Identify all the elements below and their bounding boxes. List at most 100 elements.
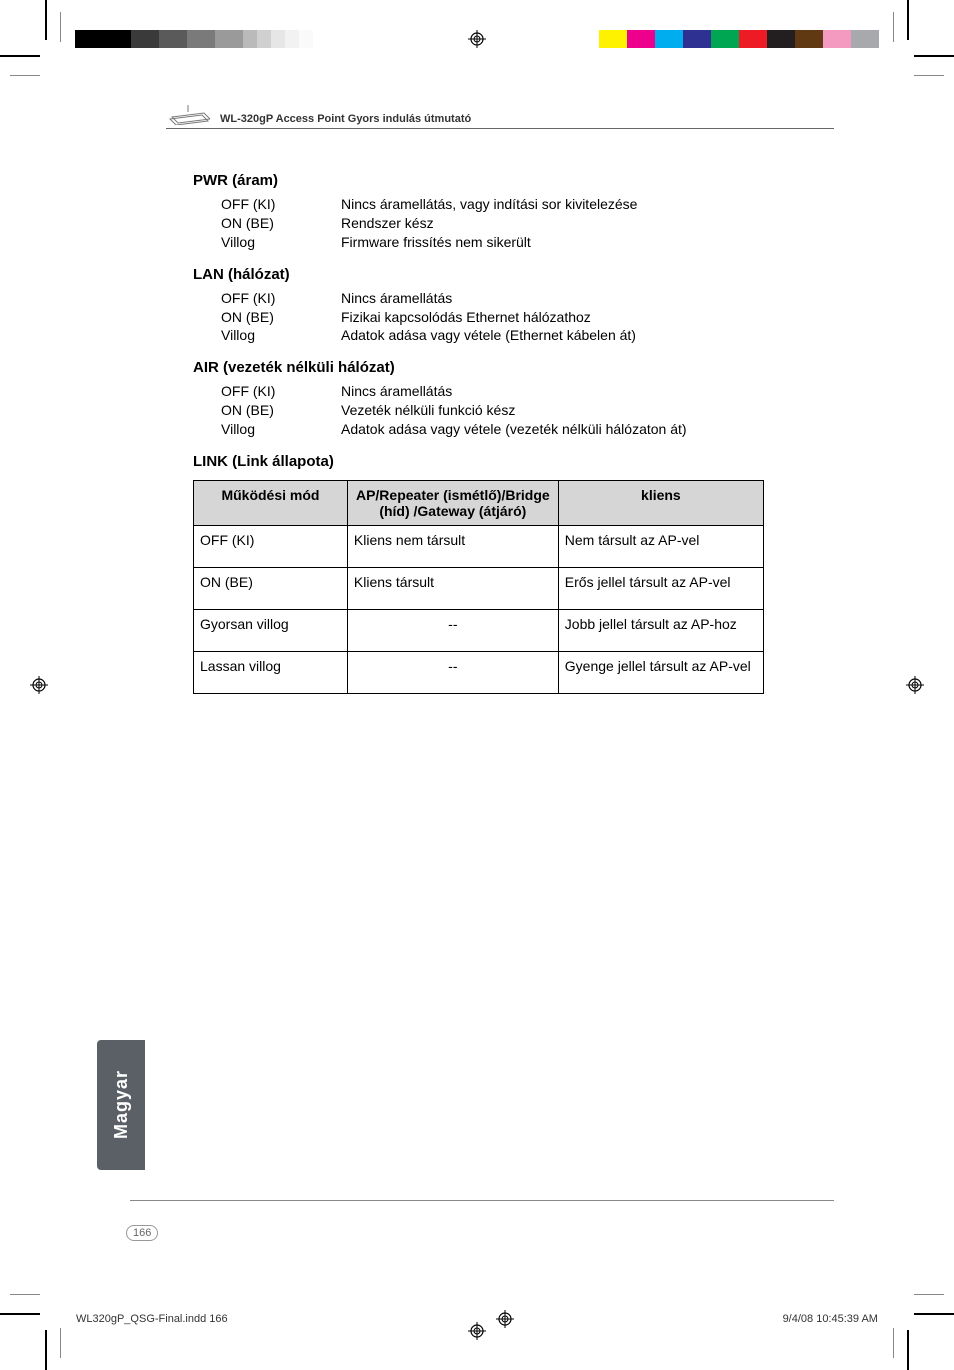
colorbar-swatch (739, 30, 767, 48)
footer-rule (130, 1200, 834, 1201)
page-header: WL-320gP Access Point Gyors indulás útmu… (166, 105, 834, 129)
page-number-value: 166 (126, 1225, 158, 1241)
crop-mark (914, 1313, 954, 1315)
colorbar-swatch (683, 30, 711, 48)
crop-mark (907, 1330, 909, 1370)
language-label: Magyar (111, 1070, 132, 1139)
trim-mark (893, 1328, 894, 1358)
def-term: OFF (KI) (221, 195, 341, 214)
section-title-link: LINK (Link állapota) (193, 453, 764, 470)
table-cell: OFF (KI) (194, 526, 348, 568)
def-desc: Nincs áramellátás (341, 289, 764, 308)
def-term: ON (BE) (221, 214, 341, 233)
colorbar-swatch (131, 30, 159, 48)
imposition-footer: WL320gP_QSG-Final.indd 166 9/4/08 10:45:… (76, 1310, 878, 1328)
registration-mark-icon (906, 676, 924, 694)
table-header: Működési mód (194, 481, 348, 526)
trim-mark (60, 12, 61, 42)
definition-list: OFF (KI)Nincs áramellátás ON (BE)Fizikai… (221, 289, 764, 346)
def-desc: Firmware frissítés nem sikerült (341, 233, 764, 252)
table-cell: Kliens nem társult (347, 526, 558, 568)
definition-list: OFF (KI)Nincs áramellátás ON (BE)Vezeték… (221, 382, 764, 439)
colorbar-swatch (271, 30, 285, 48)
table-row: ON (BE) Kliens társult Erős jellel társu… (194, 568, 764, 610)
colorbar-swatch (851, 30, 879, 48)
section-title-air: AIR (vezeték nélküli hálózat) (193, 359, 764, 376)
def-desc: Nincs áramellátás (341, 382, 764, 401)
colorbar-swatch (823, 30, 851, 48)
colorbar-swatch (627, 30, 655, 48)
colorbar-swatch (257, 30, 271, 48)
table-cell: -- (347, 610, 558, 652)
trim-mark (914, 75, 944, 76)
table-header: AP/Repeater (ismétlő)/Bridge (híd) /Gate… (347, 481, 558, 526)
table-cell: Jobb jellel társult az AP-hoz (558, 610, 763, 652)
def-desc: Rendszer kész (341, 214, 764, 233)
def-term: OFF (KI) (221, 382, 341, 401)
registration-mark-icon (496, 1310, 514, 1328)
router-icon (166, 105, 210, 125)
table-cell: Gyenge jellel társult az AP-vel (558, 652, 763, 694)
table-cell: ON (BE) (194, 568, 348, 610)
def-desc: Vezeték nélküli funkció kész (341, 401, 764, 420)
link-status-table: Működési mód AP/Repeater (ismétlő)/Bridg… (193, 480, 764, 694)
trim-mark (914, 1294, 944, 1295)
def-term: ON (BE) (221, 308, 341, 327)
def-term: OFF (KI) (221, 289, 341, 308)
table-cell: Kliens társult (347, 568, 558, 610)
crop-mark (0, 1313, 40, 1315)
definition-list: OFF (KI)Nincs áramellátás, vagy indítási… (221, 195, 764, 252)
main-content: PWR (áram) OFF (KI)Nincs áramellátás, va… (193, 158, 764, 694)
table-cell: -- (347, 652, 558, 694)
colorbar-swatch (599, 30, 627, 48)
def-desc: Adatok adása vagy vétele (vezeték nélkül… (341, 420, 764, 439)
crop-mark (907, 0, 909, 40)
def-term: Villog (221, 233, 341, 252)
header-title: WL-320gP Access Point Gyors indulás útmu… (220, 113, 471, 125)
page-number: 166 (126, 1225, 158, 1241)
colorbar-swatch (655, 30, 683, 48)
registration-mark-icon (30, 676, 48, 694)
colorbar-swatch (243, 30, 257, 48)
imposition-timestamp: 9/4/08 10:45:39 AM (783, 1313, 878, 1325)
def-term: Villog (221, 420, 341, 439)
trim-mark (60, 1328, 61, 1358)
table-cell: Erős jellel társult az AP-vel (558, 568, 763, 610)
table-header-row: Működési mód AP/Repeater (ismétlő)/Bridg… (194, 481, 764, 526)
grayscale-colorbar (75, 30, 313, 48)
section-title-pwr: PWR (áram) (193, 172, 764, 189)
table-cell: Nem társult az AP-vel (558, 526, 763, 568)
crop-mark (914, 55, 954, 57)
colorbar-swatch (795, 30, 823, 48)
colorbar-swatch (187, 30, 215, 48)
def-term: ON (BE) (221, 401, 341, 420)
def-desc: Nincs áramellátás, vagy indítási sor kiv… (341, 195, 764, 214)
table-cell: Gyorsan villog (194, 610, 348, 652)
language-tab: Magyar (97, 1040, 145, 1170)
colorbar-swatch (767, 30, 795, 48)
colorbar-swatch (159, 30, 187, 48)
colorbar-swatch (285, 30, 299, 48)
colorbar-swatch (75, 30, 103, 48)
def-desc: Fizikai kapcsolódás Ethernet hálózathoz (341, 308, 764, 327)
crop-mark (45, 0, 47, 40)
table-row: Gyorsan villog -- Jobb jellel társult az… (194, 610, 764, 652)
def-term: Villog (221, 326, 341, 345)
cmyk-colorbar (599, 30, 879, 48)
trim-mark (893, 12, 894, 42)
section-title-lan: LAN (hálózat) (193, 266, 764, 283)
colorbar-swatch (103, 30, 131, 48)
imposition-filename: WL320gP_QSG-Final.indd 166 (76, 1313, 228, 1325)
table-row: Lassan villog -- Gyenge jellel társult a… (194, 652, 764, 694)
crop-mark (0, 55, 40, 57)
colorbar-swatch (711, 30, 739, 48)
registration-mark-icon (468, 30, 486, 48)
table-row: OFF (KI) Kliens nem társult Nem társult … (194, 526, 764, 568)
table-header: kliens (558, 481, 763, 526)
trim-mark (10, 75, 40, 76)
colorbar-swatch (299, 30, 313, 48)
crop-mark (45, 1330, 47, 1370)
table-cell: Lassan villog (194, 652, 348, 694)
trim-mark (10, 1294, 40, 1295)
def-desc: Adatok adása vagy vétele (Ethernet kábel… (341, 326, 764, 345)
